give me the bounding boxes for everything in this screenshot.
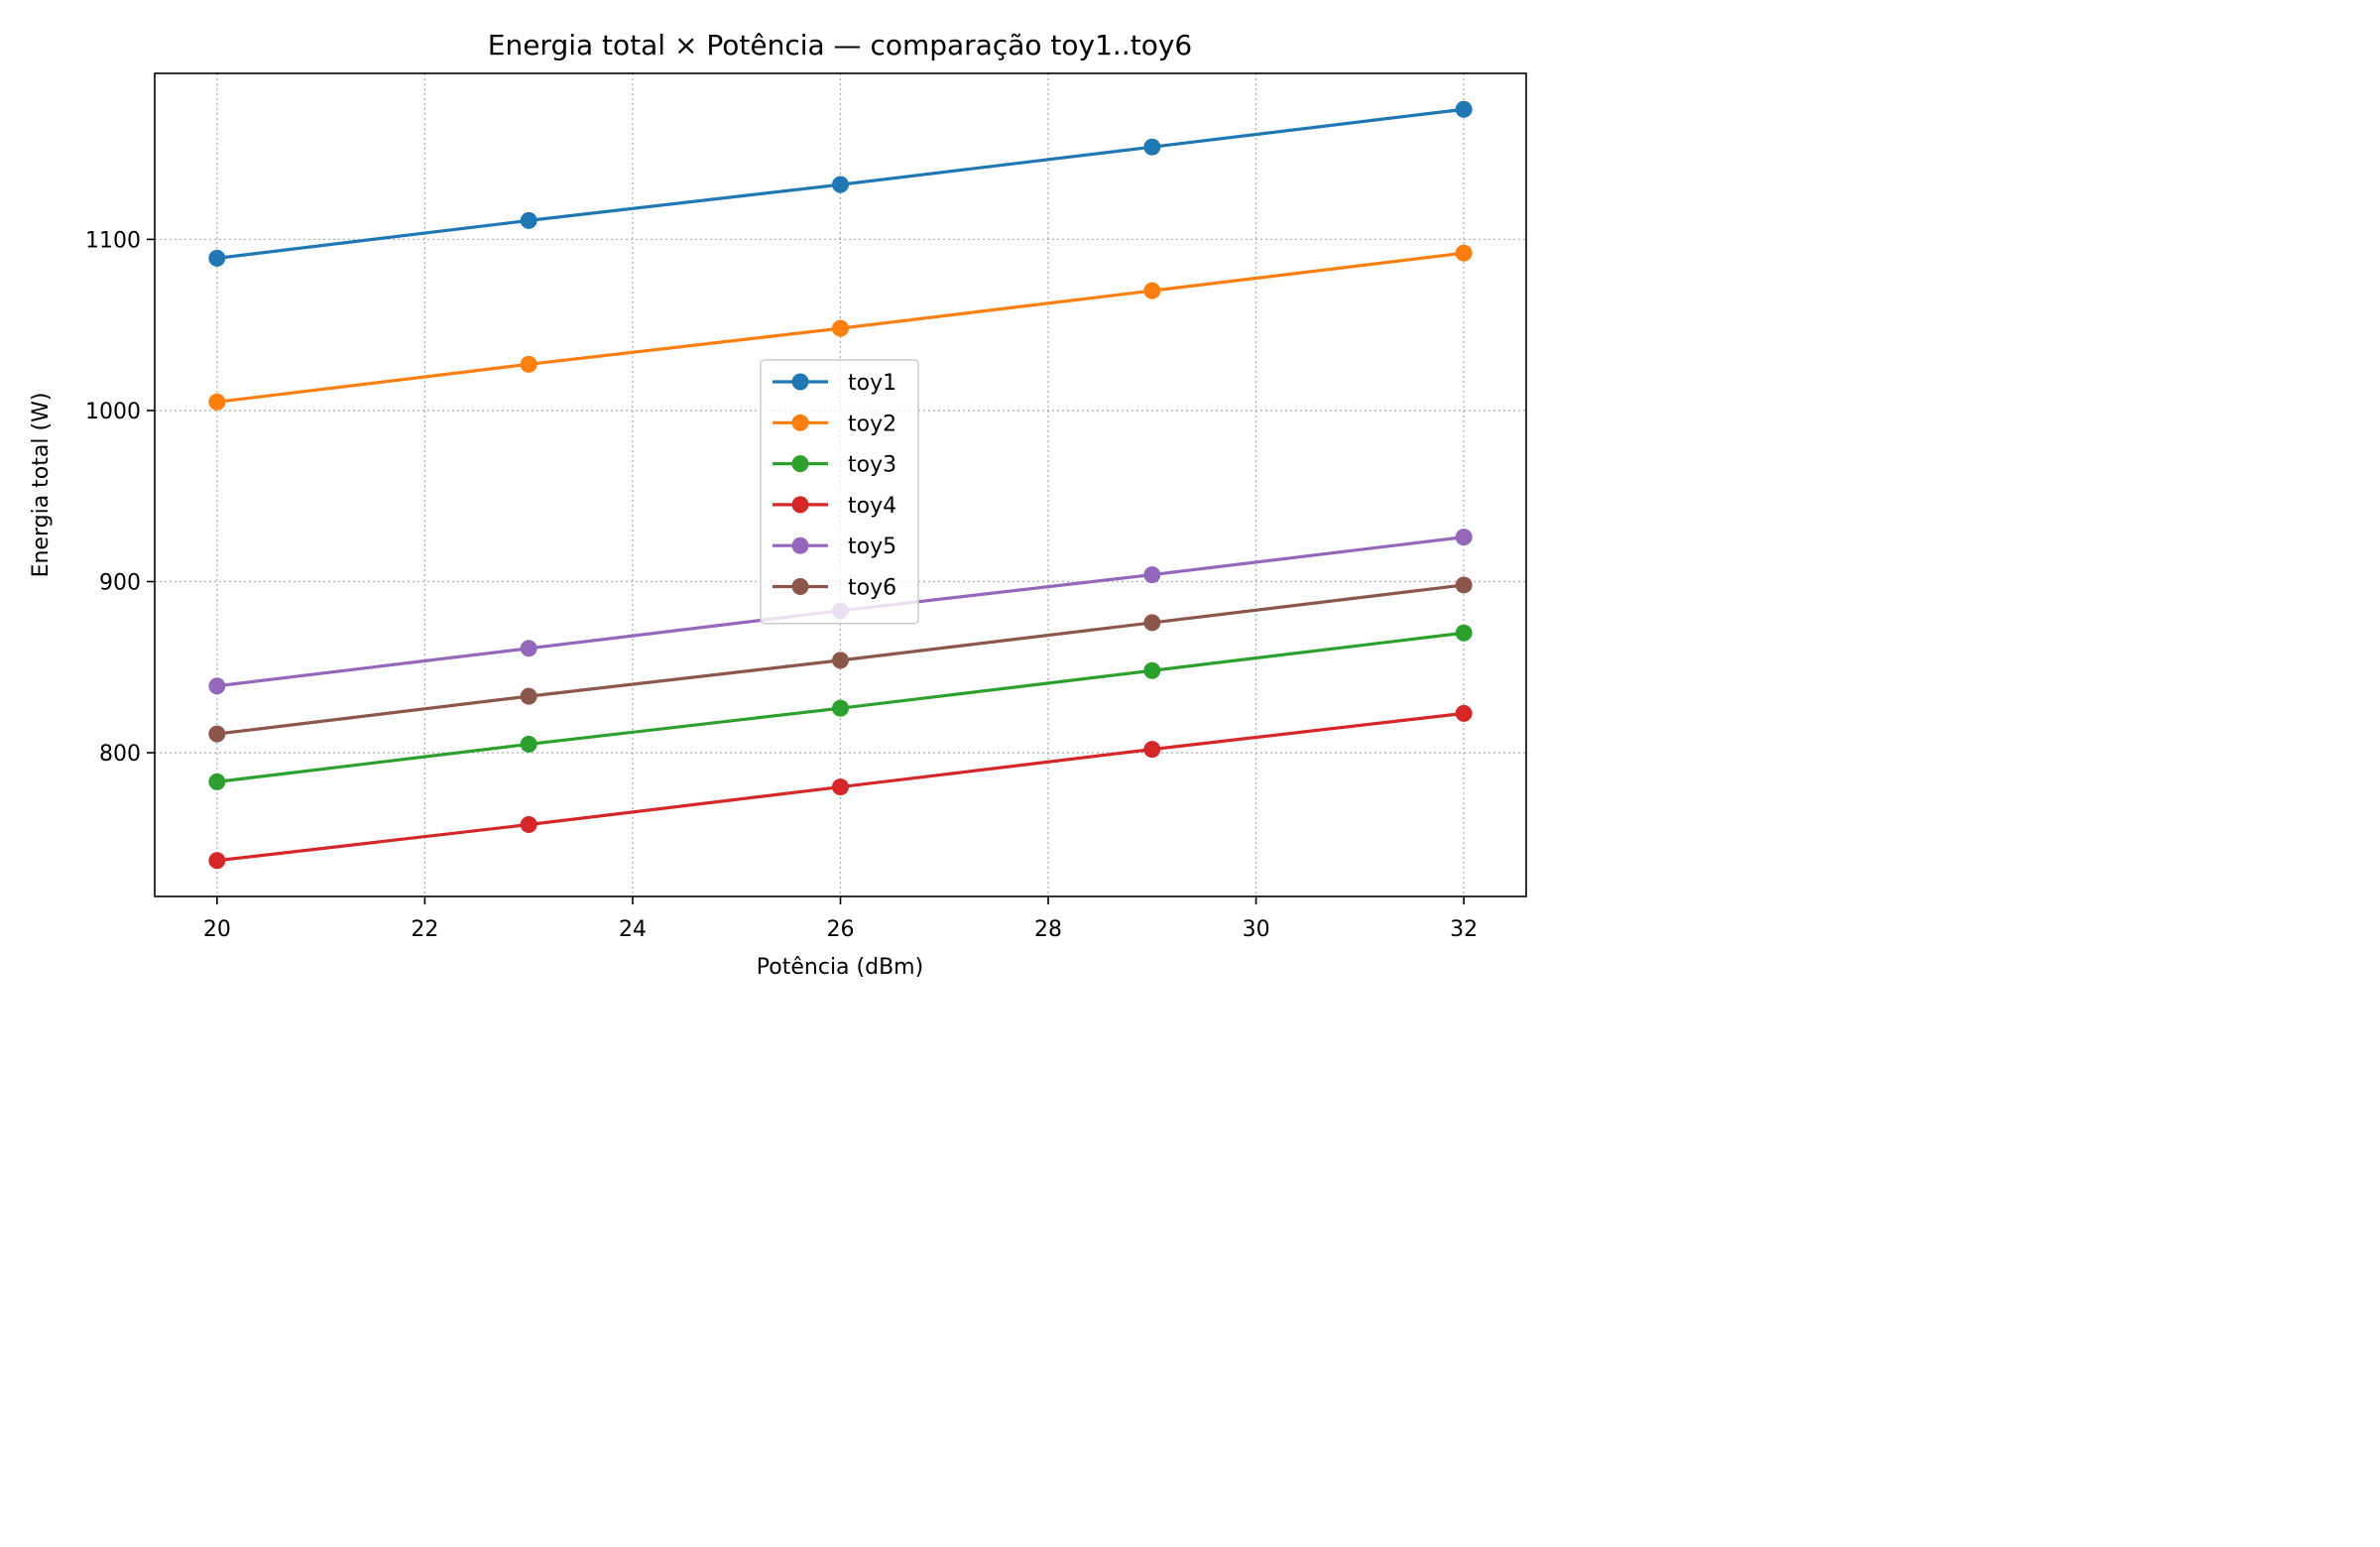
data-point-toy1 [208,249,226,267]
x-tick-label: 24 [619,917,647,942]
legend-label-toy1: toy1 [848,371,896,396]
x-tick-label: 22 [411,917,438,942]
legend-swatch-marker [791,455,809,473]
data-point-toy1 [832,176,849,193]
data-point-toy1 [1143,138,1161,156]
legend-swatch-marker [791,496,809,514]
ticks-layer: 20 22 24 26 28 30 32 800 900 1000 1100 [85,228,1478,942]
legend: toy1 toy2 toy3 toy4 toy5 toy6 [760,359,919,625]
legend-label-toy4: toy4 [848,494,896,519]
data-point-toy2 [520,355,537,373]
legend-swatch-marker [791,578,809,595]
y-tick-label: 1000 [85,400,141,424]
data-point-toy5 [208,677,226,695]
x-tick-label: 26 [827,917,855,942]
data-point-toy3 [520,735,537,753]
legend-swatch-marker [791,414,809,431]
data-point-toy4 [1455,704,1473,722]
legend-label-toy3: toy3 [848,453,896,478]
y-tick-label: 1100 [85,228,141,253]
legend-label-toy6: toy6 [848,576,896,601]
x-tick-label: 32 [1450,917,1478,942]
x-tick-label: 30 [1243,917,1270,942]
y-tick-label: 900 [99,570,141,595]
data-point-toy5 [520,640,537,657]
legend-label-toy5: toy5 [848,535,896,559]
y-axis-label: Energia total (W) [29,393,54,578]
data-point-toy3 [1143,661,1161,679]
data-point-toy6 [208,725,226,743]
data-point-toy6 [1455,576,1473,594]
data-point-toy4 [520,816,537,834]
legend-swatch-marker [791,536,809,554]
data-point-toy6 [1143,614,1161,632]
data-point-toy4 [1143,741,1161,759]
data-point-toy2 [1143,282,1161,299]
data-point-toy3 [1455,624,1473,642]
x-axis-label: Potência (dBm) [757,955,923,980]
x-tick-label: 20 [203,917,231,942]
legend-swatch-marker [791,373,809,391]
data-point-toy4 [208,852,226,870]
data-point-toy6 [832,652,849,669]
data-point-toy4 [832,778,849,796]
x-tick-label: 28 [1034,917,1062,942]
data-point-toy1 [1455,100,1473,118]
data-point-toy1 [520,211,537,229]
legend-label-toy2: toy2 [848,412,896,436]
data-point-toy5 [1455,529,1473,546]
y-tick-label: 800 [99,742,141,767]
data-point-toy2 [1455,244,1473,262]
chart-title: Energia total × Potência — comparação to… [488,29,1192,61]
data-point-toy3 [832,699,849,717]
data-point-toy2 [208,393,226,411]
data-point-toy3 [208,773,226,790]
data-point-toy2 [832,319,849,337]
data-point-toy5 [1143,566,1161,584]
data-point-toy6 [520,687,537,705]
